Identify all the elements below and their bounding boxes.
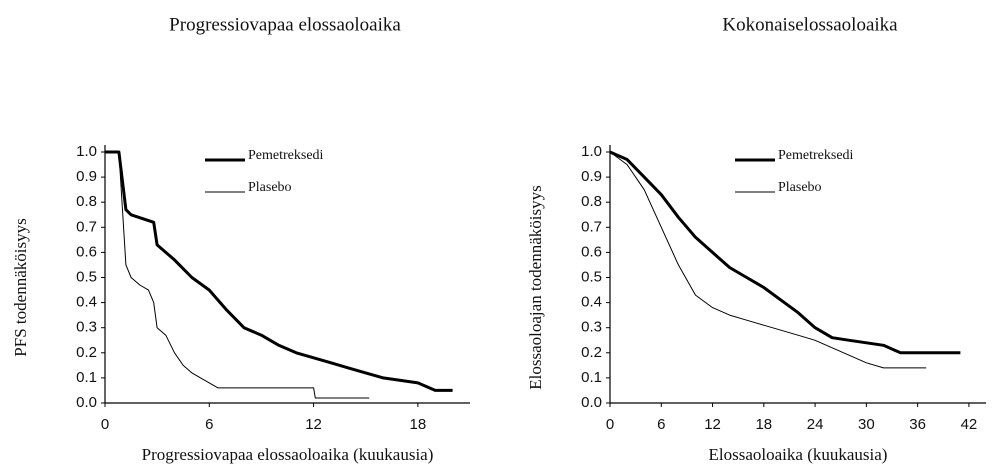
y-tick-label: 0.2 <box>76 344 97 361</box>
y-tick-label: 0.9 <box>581 168 602 185</box>
series-line <box>105 151 370 399</box>
series-line <box>105 150 453 392</box>
x-axis-label: Progressiovapaa elossaoloaika (kuukausia… <box>142 445 434 464</box>
y-tick-label: 0.3 <box>581 319 602 336</box>
series-line <box>609 150 961 355</box>
y-tick-label: 0.4 <box>581 294 602 311</box>
chart-title: Progressiovapaa elossaoloaika <box>169 14 401 35</box>
y-axis-label: PFS todennäköisyys <box>11 218 30 356</box>
y-tick-label: 0.0 <box>76 394 97 411</box>
x-tick-label: 36 <box>909 416 926 433</box>
y-tick-label: 0.5 <box>76 268 97 285</box>
x-tick-label: 30 <box>858 416 875 433</box>
y-tick-label: 0.8 <box>76 193 97 210</box>
y-tick-label: 1.0 <box>76 143 97 160</box>
x-tick-label: 18 <box>755 416 772 433</box>
x-tick-label: 12 <box>305 416 322 433</box>
x-tick-label: 18 <box>410 416 427 433</box>
x-tick-label: 0 <box>101 416 109 433</box>
legend-label: Pemetreksedi <box>778 148 854 163</box>
y-tick-label: 0.0 <box>581 394 602 411</box>
series-line <box>609 151 927 369</box>
x-tick-label: 6 <box>205 416 213 433</box>
y-axis-label: Elossaoloajan todennäköisyys <box>526 185 545 389</box>
y-tick-label: 0.3 <box>76 319 97 336</box>
y-tick-label: 0.8 <box>581 193 602 210</box>
x-tick-label: 42 <box>961 416 978 433</box>
y-tick-label: 0.4 <box>76 294 97 311</box>
y-tick-label: 0.7 <box>581 218 602 235</box>
x-tick-label: 6 <box>657 416 665 433</box>
y-tick-label: 0.7 <box>76 218 97 235</box>
x-tick-label: 12 <box>704 416 721 433</box>
x-tick-label: 0 <box>606 416 614 433</box>
y-tick-label: 0.1 <box>76 369 97 386</box>
legend-label: Plasebo <box>778 180 822 195</box>
y-tick-label: 0.6 <box>581 243 602 260</box>
x-axis-label: Elossaoloaika (kuukausia) <box>709 445 888 464</box>
y-tick-label: 0.9 <box>76 168 97 185</box>
y-tick-label: 1.0 <box>581 143 602 160</box>
x-tick-label: 24 <box>807 416 824 433</box>
y-tick-label: 0.6 <box>76 243 97 260</box>
legend-label: Plasebo <box>248 180 292 195</box>
y-tick-label: 0.5 <box>581 268 602 285</box>
legend-label: Pemetreksedi <box>248 148 324 163</box>
y-tick-label: 0.1 <box>581 369 602 386</box>
y-tick-label: 0.2 <box>581 344 602 361</box>
chart-title: Kokonaiselossaoloaika <box>722 14 898 35</box>
